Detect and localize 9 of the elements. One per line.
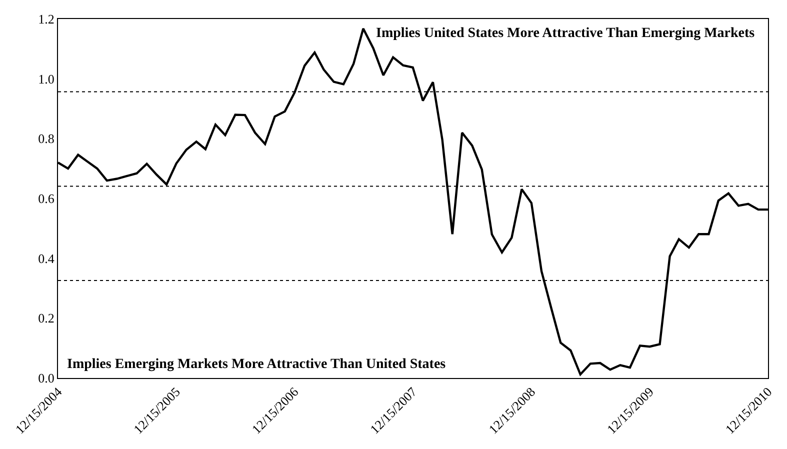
annotation: Implies Emerging Markets More Attractive Than United States: [67, 357, 446, 372]
y-tick-label: 0.2: [38, 310, 54, 326]
y-tick-label: 0.6: [38, 191, 55, 206]
y-tick-label: 0.4: [38, 250, 55, 266]
y-tick-label: 0.0: [38, 370, 54, 386]
annotation: Implies United States More Attractive Than Emerging Markets: [376, 26, 756, 41]
y-tick-label: 1.2: [38, 12, 54, 27]
y-tick-label: 0.8: [38, 131, 54, 146]
y-tick-label: 1.0: [38, 71, 54, 86]
